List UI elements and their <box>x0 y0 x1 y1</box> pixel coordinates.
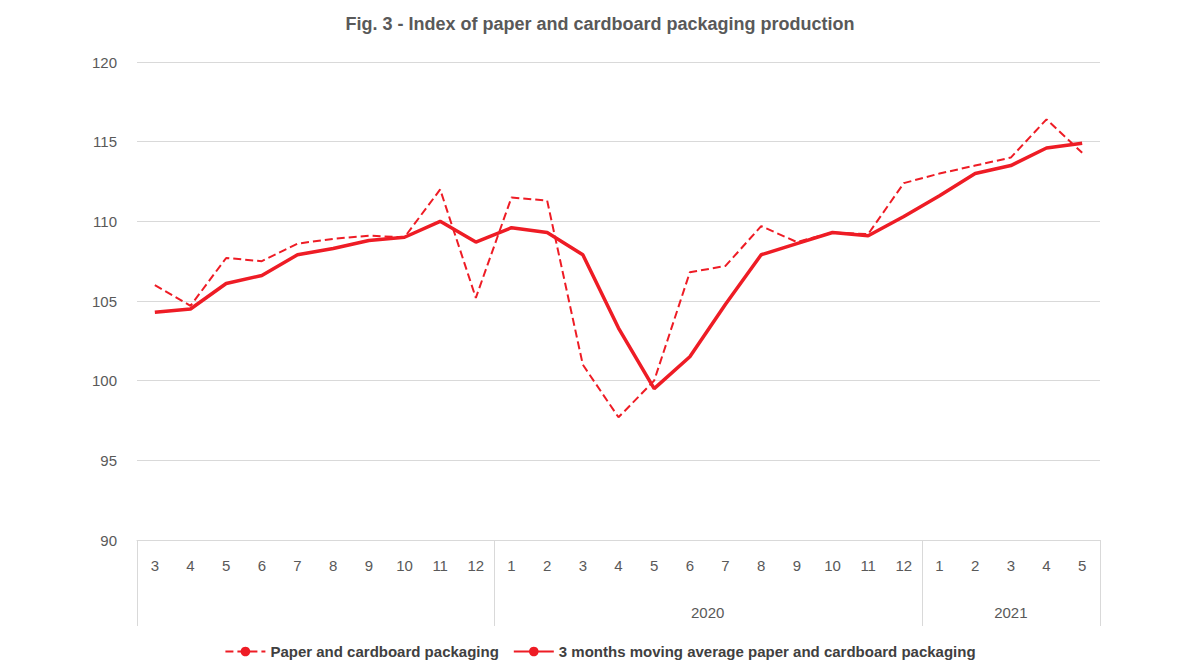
svg-text:4: 4 <box>614 557 622 574</box>
svg-text:5: 5 <box>222 557 230 574</box>
svg-text:95: 95 <box>100 452 117 469</box>
svg-text:7: 7 <box>293 557 301 574</box>
svg-text:3 months moving average paper: 3 months moving average paper and cardbo… <box>559 643 976 660</box>
svg-text:5: 5 <box>1078 557 1086 574</box>
svg-text:10: 10 <box>396 557 413 574</box>
svg-text:2020: 2020 <box>691 604 724 621</box>
svg-text:1: 1 <box>507 557 515 574</box>
svg-text:3: 3 <box>579 557 587 574</box>
svg-text:2: 2 <box>971 557 979 574</box>
svg-text:6: 6 <box>258 557 266 574</box>
svg-text:110: 110 <box>93 213 117 230</box>
svg-text:Paper and cardboard packaging: Paper and cardboard packaging <box>270 643 498 660</box>
svg-text:5: 5 <box>650 557 658 574</box>
svg-text:12: 12 <box>895 557 912 574</box>
svg-text:10: 10 <box>824 557 841 574</box>
svg-text:100: 100 <box>92 372 117 389</box>
svg-text:2021: 2021 <box>994 604 1027 621</box>
svg-text:8: 8 <box>757 557 765 574</box>
svg-text:11: 11 <box>432 557 448 574</box>
svg-text:Fig. 3 - Index of paper and ca: Fig. 3 - Index of paper and cardboard pa… <box>345 14 854 34</box>
svg-text:90: 90 <box>100 532 117 549</box>
svg-text:12: 12 <box>467 557 484 574</box>
svg-text:120: 120 <box>92 54 117 71</box>
svg-text:9: 9 <box>365 557 373 574</box>
svg-text:4: 4 <box>186 557 194 574</box>
svg-text:4: 4 <box>1042 557 1050 574</box>
svg-text:7: 7 <box>721 557 729 574</box>
svg-text:11: 11 <box>860 557 876 574</box>
svg-text:8: 8 <box>329 557 337 574</box>
svg-text:9: 9 <box>793 557 801 574</box>
svg-text:2: 2 <box>543 557 551 574</box>
svg-text:3: 3 <box>1007 557 1015 574</box>
svg-text:105: 105 <box>92 293 117 310</box>
svg-text:115: 115 <box>93 133 117 150</box>
svg-text:3: 3 <box>151 557 159 574</box>
svg-text:6: 6 <box>686 557 694 574</box>
svg-text:1: 1 <box>935 557 943 574</box>
